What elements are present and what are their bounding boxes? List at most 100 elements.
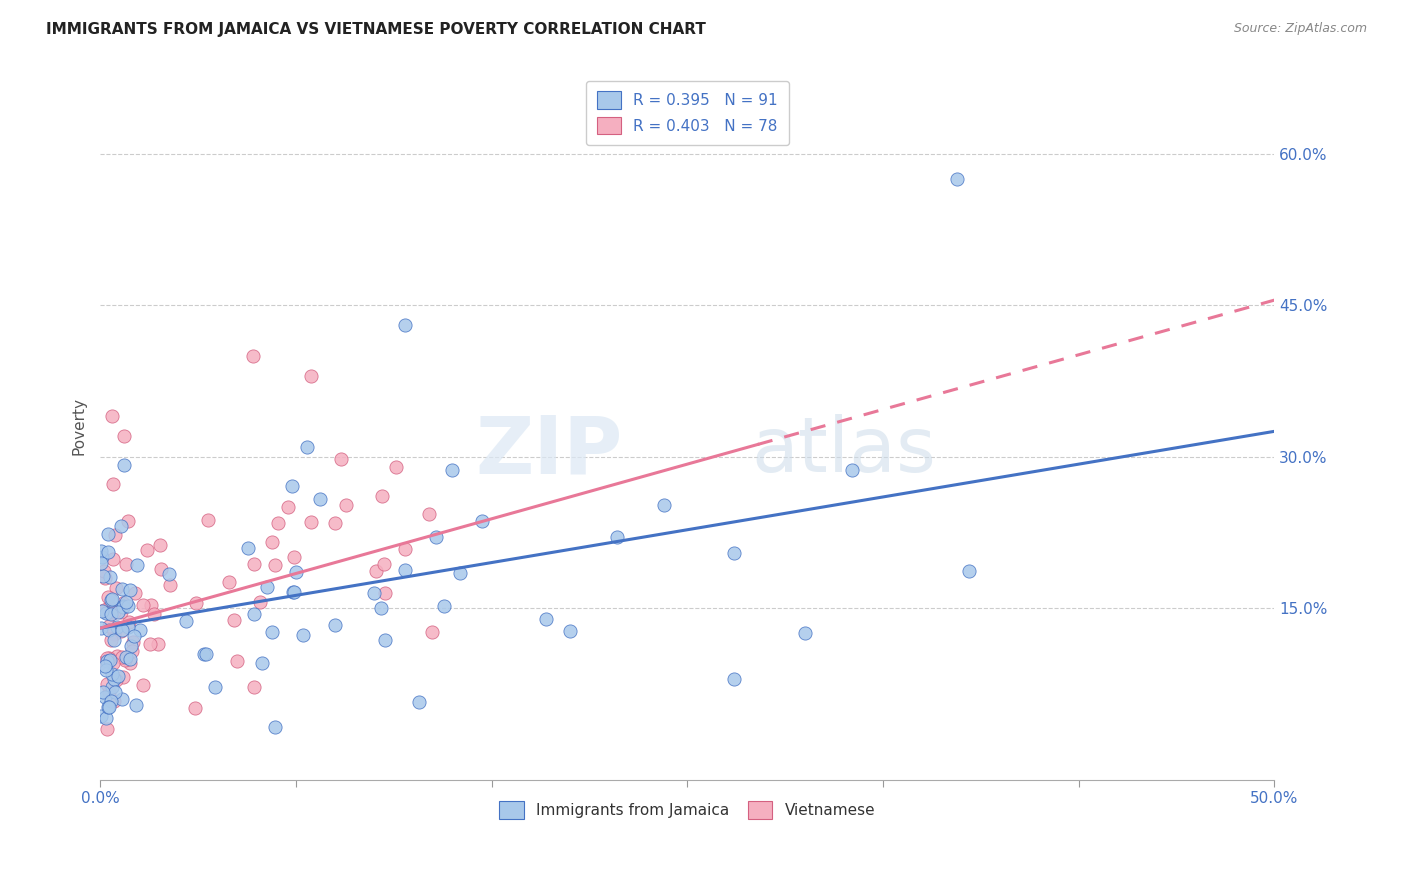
Point <box>236 541 259 555</box>
Legend: Immigrants from Jamaica, Vietnamese: Immigrants from Jamaica, Vietnamese <box>494 795 882 825</box>
Point <box>98 650 121 665</box>
Point <box>471 514 494 528</box>
Point <box>536 612 558 626</box>
Point <box>98 570 121 584</box>
Point <box>100 632 122 647</box>
Point <box>93 565 115 579</box>
Point <box>291 628 314 642</box>
Point <box>112 429 135 443</box>
Point <box>325 618 347 632</box>
Point <box>117 620 139 634</box>
Point <box>242 607 264 621</box>
Point <box>260 625 283 640</box>
Point <box>110 605 132 619</box>
Point <box>242 349 264 363</box>
Point <box>146 637 169 651</box>
Point <box>366 564 388 578</box>
Point <box>98 623 121 637</box>
Point <box>101 552 124 566</box>
Point <box>90 556 112 570</box>
Point <box>110 624 132 638</box>
Point <box>135 543 157 558</box>
Point <box>100 591 122 606</box>
Point <box>122 629 145 643</box>
Point <box>159 578 181 592</box>
Point <box>94 658 117 673</box>
Point <box>94 571 117 585</box>
Point <box>204 681 226 695</box>
Point <box>97 590 120 604</box>
Point <box>449 566 471 580</box>
Point <box>131 678 153 692</box>
Point <box>98 599 121 614</box>
Point <box>122 634 145 648</box>
Point <box>143 607 166 621</box>
Point <box>94 663 117 677</box>
Point <box>433 599 456 614</box>
Point <box>425 530 447 544</box>
Point <box>197 513 219 527</box>
Point <box>385 460 408 475</box>
Point <box>277 500 299 515</box>
Point <box>91 685 114 699</box>
Text: ZIP: ZIP <box>475 412 623 490</box>
Point <box>218 575 240 590</box>
Point <box>260 535 283 549</box>
Point <box>107 606 129 620</box>
Point <box>371 489 394 503</box>
Point <box>363 586 385 600</box>
Point <box>793 626 815 640</box>
Point <box>103 672 125 686</box>
Point <box>374 585 396 599</box>
Point <box>90 604 112 618</box>
Point <box>256 581 278 595</box>
Point <box>100 694 122 708</box>
Point <box>120 652 142 666</box>
Point <box>841 463 863 477</box>
Point <box>283 584 305 599</box>
Point <box>110 650 132 665</box>
Point <box>264 720 287 734</box>
Point <box>249 595 271 609</box>
Point <box>243 557 266 571</box>
Point <box>117 514 139 528</box>
Point <box>103 694 125 708</box>
Point <box>193 648 215 662</box>
Point <box>422 625 444 640</box>
Point <box>114 557 136 571</box>
Point <box>301 368 323 383</box>
Point <box>264 558 287 572</box>
Point <box>222 613 245 627</box>
Point <box>100 593 122 607</box>
Point <box>195 647 218 661</box>
Point <box>100 606 122 620</box>
Point <box>105 581 128 595</box>
Point <box>114 595 136 609</box>
Point <box>97 526 120 541</box>
Point <box>118 615 141 629</box>
Point <box>408 695 430 709</box>
Point <box>267 516 290 531</box>
Point <box>98 653 121 667</box>
Point <box>723 546 745 560</box>
Point <box>97 699 120 714</box>
Point <box>329 452 352 467</box>
Point <box>111 582 134 596</box>
Point <box>101 477 124 491</box>
Point <box>94 690 117 704</box>
Point <box>112 600 135 615</box>
Text: Source: ZipAtlas.com: Source: ZipAtlas.com <box>1233 22 1367 36</box>
Point <box>111 623 134 637</box>
Point <box>105 673 128 688</box>
Point <box>129 623 152 637</box>
Point <box>115 650 138 665</box>
Point <box>370 601 392 615</box>
Point <box>111 596 134 610</box>
Point <box>184 701 207 715</box>
Point <box>120 583 142 598</box>
Point <box>111 670 134 684</box>
Point <box>606 530 628 544</box>
Point <box>374 632 396 647</box>
Point <box>107 669 129 683</box>
Point <box>101 667 124 681</box>
